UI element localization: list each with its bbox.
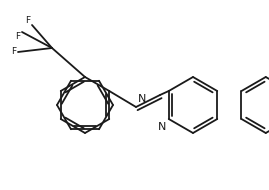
Text: N: N [138,94,146,104]
Text: N: N [157,122,166,132]
Text: F: F [25,16,30,25]
Text: F: F [11,48,16,56]
Text: F: F [15,32,20,41]
